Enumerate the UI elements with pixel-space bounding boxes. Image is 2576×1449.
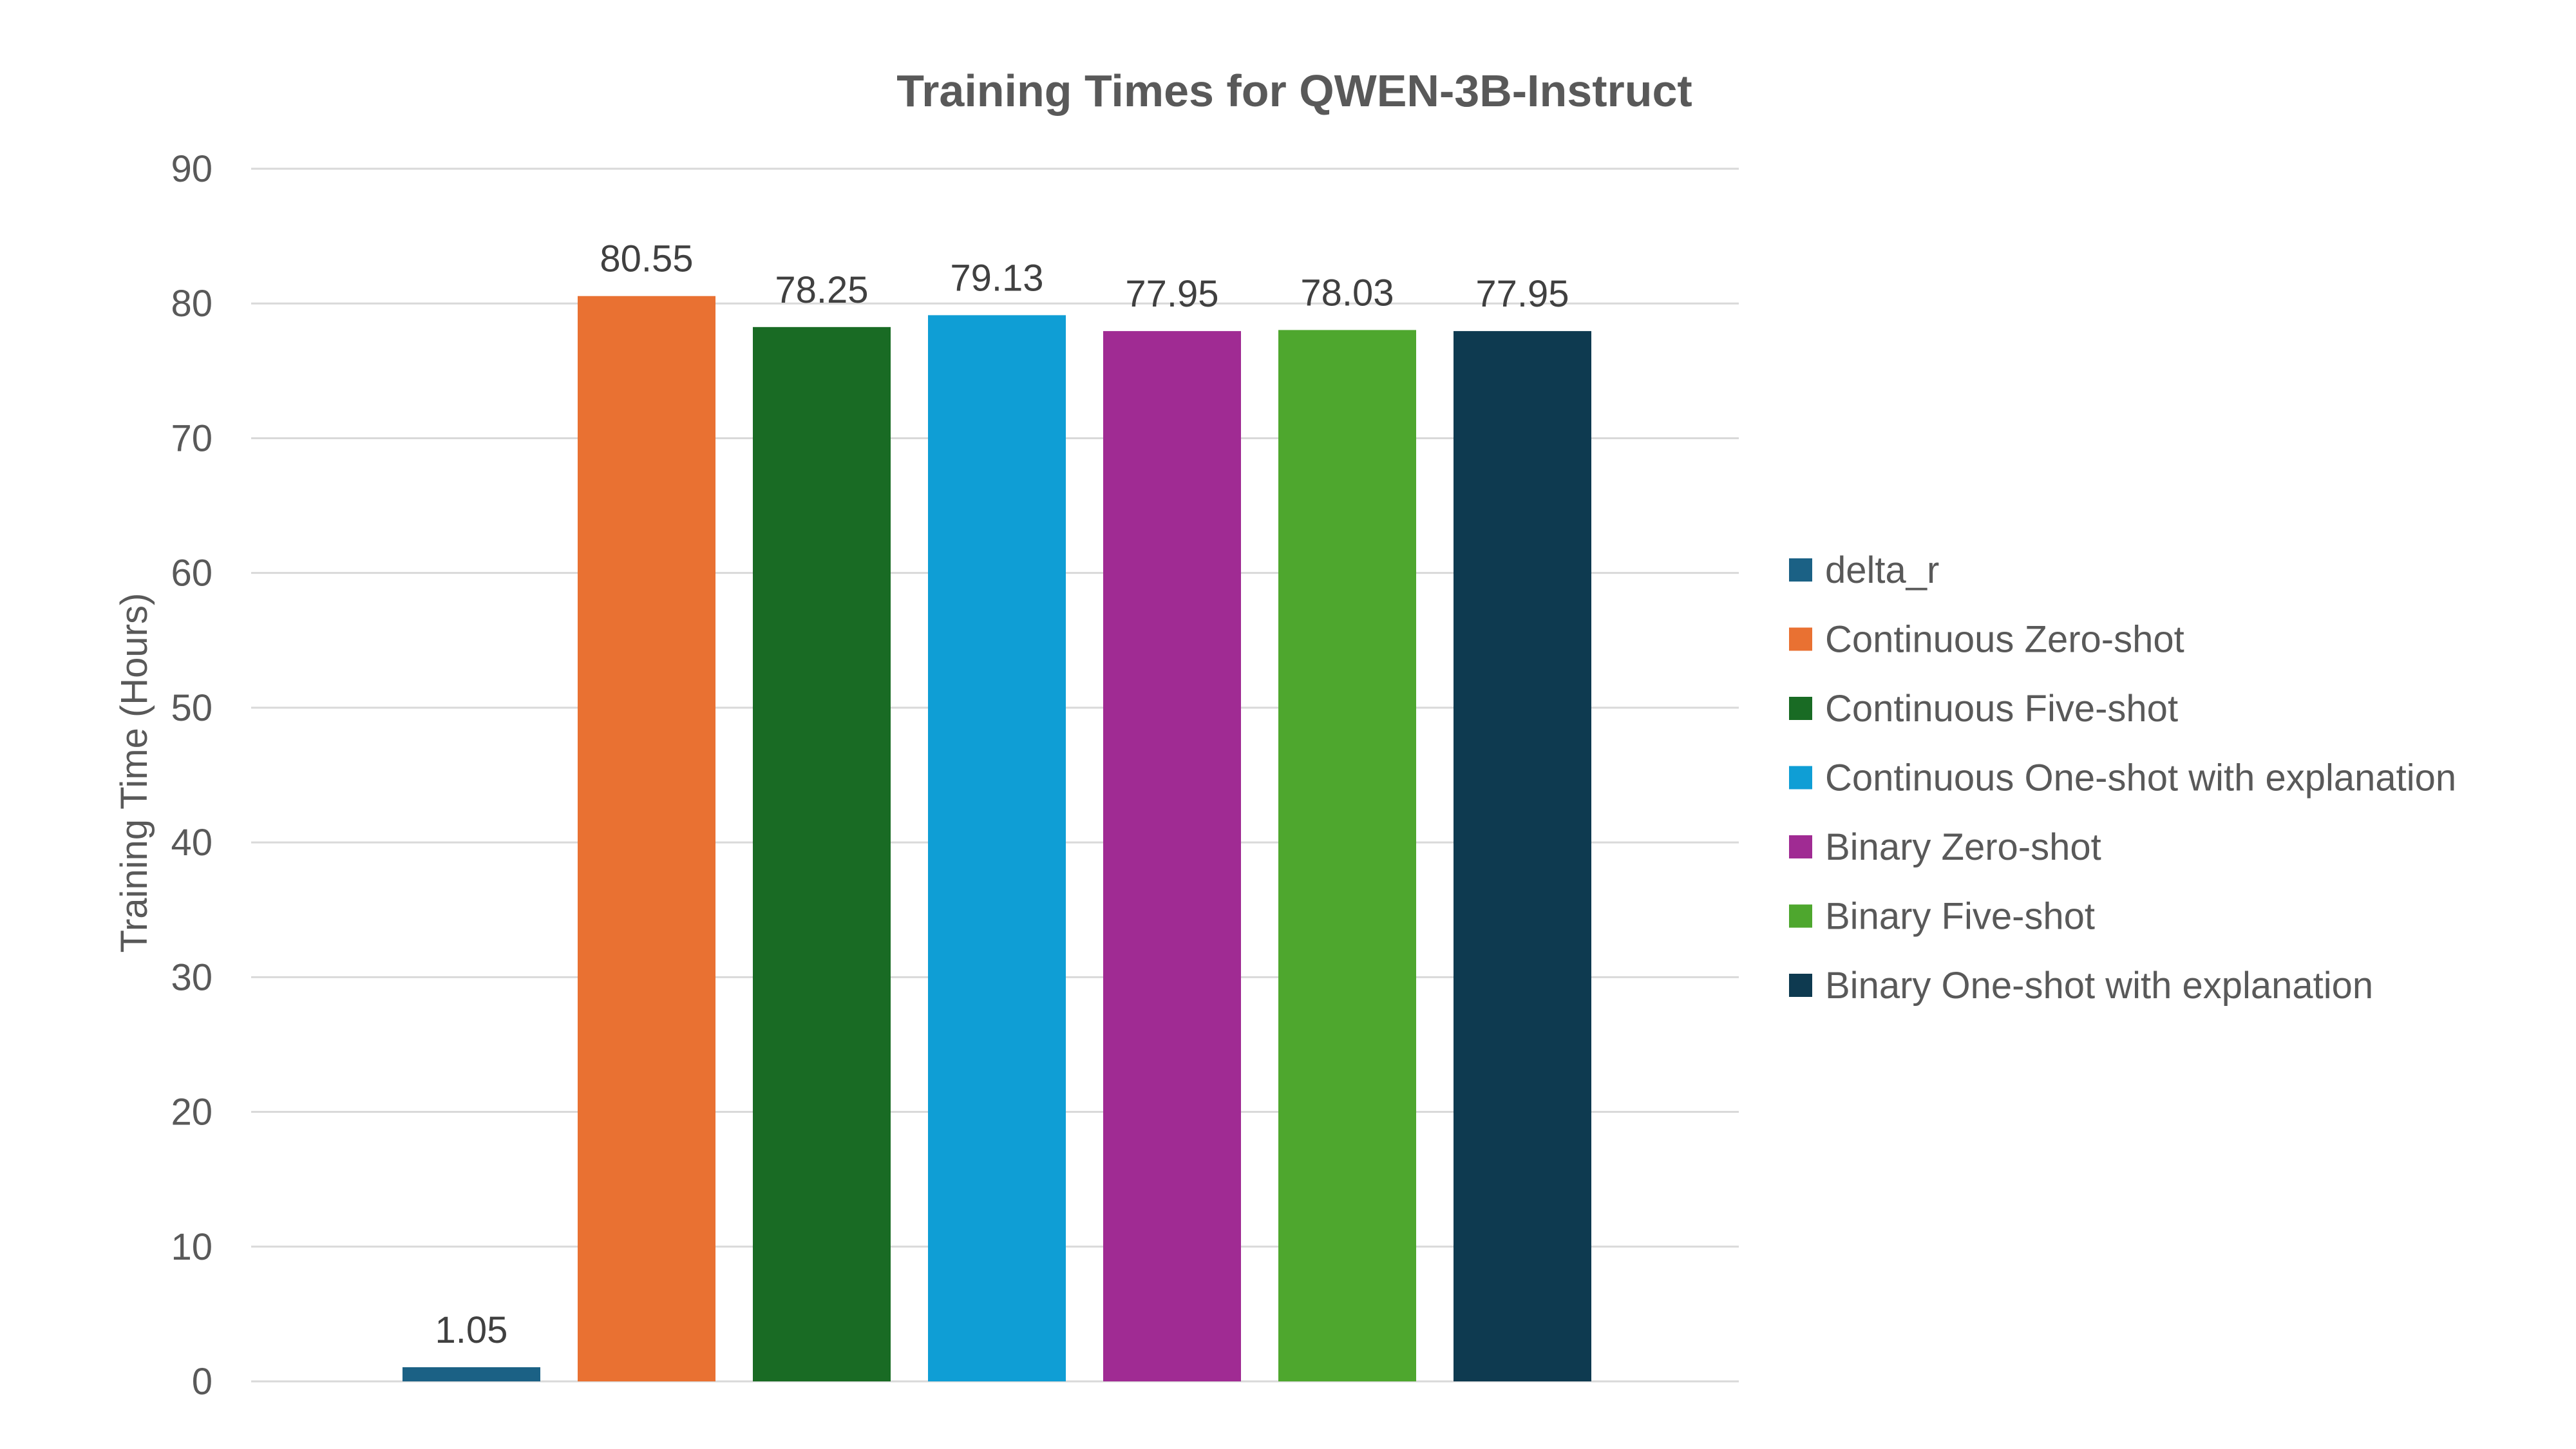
y-tick-label: 20 [171, 1092, 213, 1133]
bar [1278, 330, 1416, 1382]
bar [1103, 331, 1241, 1381]
data-labels: 1.05 80.55 78.25 79.13 77.95 78.03 77.95 [435, 238, 1569, 1351]
legend-label: Binary Zero-shot [1825, 826, 2101, 868]
data-label: 78.25 [775, 269, 868, 311]
y-tick-label: 40 [171, 822, 213, 864]
y-tick-label: 50 [171, 687, 213, 729]
legend-swatch [1789, 627, 1812, 651]
legend-label: delta_r [1825, 549, 1939, 591]
y-tick-label: 70 [171, 417, 213, 459]
legend: delta_r Continuous Zero-shot Continuous Fi… [1789, 549, 2456, 1007]
chart-title: Training Times for QWEN-3B-Instruct [896, 66, 1692, 116]
legend-label: Binary Five-shot [1825, 896, 2095, 938]
data-label: 1.05 [435, 1309, 508, 1351]
y-tick-label: 90 [171, 148, 213, 190]
y-tick-label: 10 [171, 1226, 213, 1268]
y-tick-label: 30 [171, 956, 213, 998]
legend-swatch [1789, 697, 1812, 720]
y-tick-label: 0 [192, 1361, 213, 1403]
y-tick-label: 60 [171, 553, 213, 594]
legend-label: Continuous One-shot with explanation [1825, 757, 2456, 799]
bars [402, 296, 1591, 1382]
legend-label: Binary One-shot with explanation [1825, 965, 2373, 1007]
legend-swatch [1789, 974, 1812, 997]
y-tick-label: 80 [171, 283, 213, 325]
data-label: 80.55 [600, 238, 693, 280]
data-label: 78.03 [1300, 272, 1394, 314]
data-label: 77.95 [1125, 273, 1218, 315]
bar [928, 315, 1066, 1381]
legend-swatch [1789, 766, 1812, 790]
legend-swatch [1789, 558, 1812, 582]
data-label: 79.13 [950, 257, 1043, 299]
data-label: 77.95 [1475, 273, 1569, 315]
bar [578, 296, 715, 1382]
bar [402, 1367, 540, 1381]
legend-label: Continuous Five-shot [1825, 688, 2178, 730]
y-axis-label: Training Time (Hours) [113, 593, 155, 953]
legend-swatch [1789, 904, 1812, 928]
legend-label: Continuous Zero-shot [1825, 619, 2184, 661]
bar [753, 327, 891, 1381]
y-axis-tick-labels: 0 10 20 30 40 50 60 70 80 90 [171, 148, 213, 1403]
bar [1454, 331, 1591, 1381]
legend-swatch [1789, 835, 1812, 858]
